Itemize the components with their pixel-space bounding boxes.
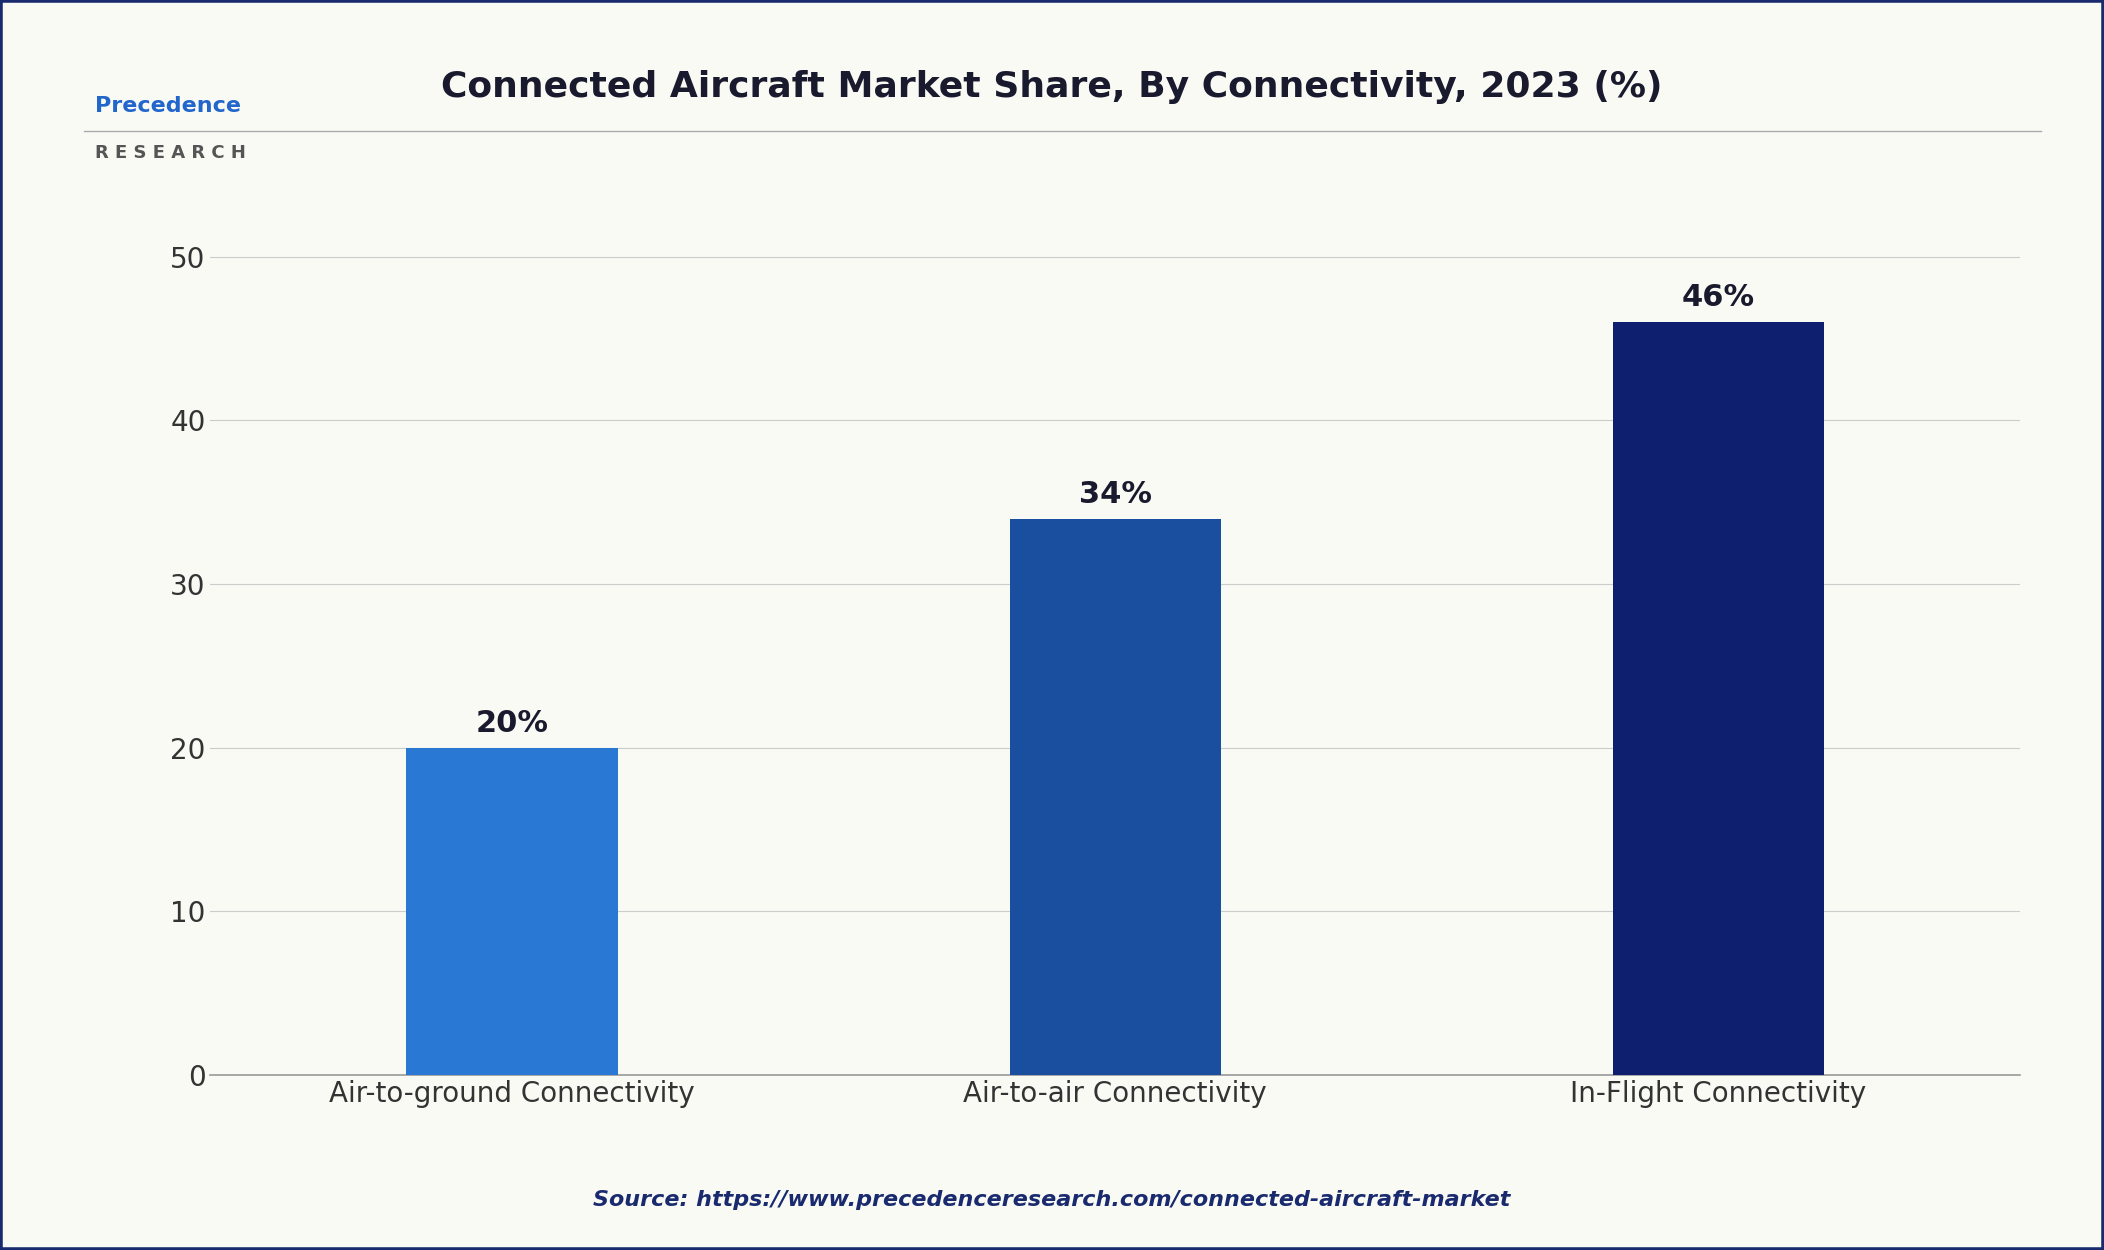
- Text: 46%: 46%: [1681, 284, 1755, 312]
- Bar: [1612, 322, 1824, 1075]
- Text: Precedence: Precedence: [95, 96, 240, 116]
- Text: 20%: 20%: [476, 709, 549, 737]
- Text: Source: https://www.precedenceresearch.com/connected-aircraft-market: Source: https://www.precedenceresearch.c…: [593, 1190, 1511, 1210]
- Bar: [406, 748, 616, 1075]
- Bar: [1010, 519, 1220, 1075]
- Text: Connected Aircraft Market Share, By Connectivity, 2023 (%): Connected Aircraft Market Share, By Conn…: [442, 70, 1662, 105]
- Text: R E S E A R C H: R E S E A R C H: [95, 144, 246, 161]
- Text: 34%: 34%: [1079, 480, 1151, 509]
